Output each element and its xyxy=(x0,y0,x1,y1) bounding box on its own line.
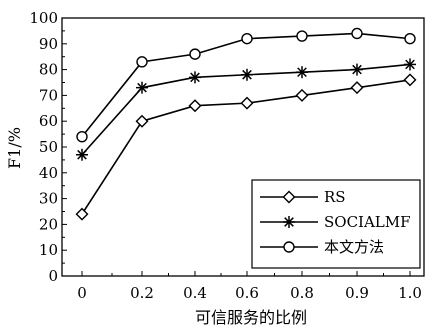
x-tick-label: 0.8 xyxy=(290,284,314,302)
proposed-method-point xyxy=(136,56,148,68)
socialmf-point xyxy=(296,66,308,79)
rs-point xyxy=(135,114,149,128)
socialmf-point xyxy=(189,71,201,84)
socialmf-point xyxy=(241,68,253,81)
legend: RS SOCIALMF 本文方法 xyxy=(251,179,421,269)
legend-entry-rs: RS xyxy=(260,188,346,206)
legend-label: 本文方法 xyxy=(324,238,384,256)
plot-area: 0 10 20 30 40 50 60 70 80 90 100 0 0.2 0.4 0.6 0.8 0.9 1.… xyxy=(29,9,425,302)
rs-point xyxy=(282,190,296,204)
proposed-method-point xyxy=(241,32,253,45)
x-tick-label: 0.6 xyxy=(235,284,259,302)
rs-point xyxy=(240,96,254,110)
asterisk-stroke xyxy=(137,82,147,93)
proposed-method-point xyxy=(189,48,201,60)
socialmf-point xyxy=(283,216,295,228)
legend-entry-proposed-method: 本文方法 xyxy=(260,238,384,256)
y-tick-label: 30 xyxy=(39,190,58,208)
socialmf-point xyxy=(404,58,416,71)
proposed-method-point xyxy=(283,241,295,253)
asterisk-stroke xyxy=(352,64,362,75)
y-axis-title: F1/% xyxy=(5,127,24,169)
legend-box xyxy=(251,179,421,269)
y-tick-label: 0 xyxy=(48,267,58,285)
y-tick-label: 50 xyxy=(39,138,58,156)
x-tick-label: 1.0 xyxy=(398,284,422,302)
x-tick-label: 0 xyxy=(77,284,87,302)
y-tick-label: 80 xyxy=(39,61,58,79)
x-tick-label: 0.9 xyxy=(345,284,369,302)
socialmf-point xyxy=(351,63,363,76)
rs-point xyxy=(350,81,364,95)
proposed-method-point xyxy=(351,27,363,40)
rs-point xyxy=(188,99,202,113)
asterisk-stroke xyxy=(297,67,307,78)
proposed-method-point xyxy=(76,130,88,143)
y-tick-label: 100 xyxy=(29,9,58,27)
y-tick-label: 10 xyxy=(39,241,58,259)
legend-label: SOCIALMF xyxy=(324,213,411,231)
socialmf-series-line xyxy=(81,63,411,156)
asterisk-stroke xyxy=(405,59,415,70)
asterisk-stroke xyxy=(284,217,294,227)
x-tick-label: 0.4 xyxy=(183,284,207,302)
x-axis-title: 可信服务的比例 xyxy=(195,308,307,327)
x-tick-label: 0.2 xyxy=(130,284,154,302)
proposed-method-point xyxy=(404,32,416,45)
rs-point xyxy=(75,207,89,221)
legend-entry-socialmf: SOCIALMF xyxy=(260,213,411,231)
y-tick-label: 90 xyxy=(39,35,58,53)
rs-point xyxy=(403,73,417,87)
legend-label: RS xyxy=(324,188,346,206)
asterisk-stroke xyxy=(242,69,252,80)
y-tick-label: 70 xyxy=(39,86,58,104)
y-tick-label: 60 xyxy=(39,112,58,130)
asterisk-stroke xyxy=(77,149,87,160)
asterisk-stroke xyxy=(190,72,200,83)
socialmf-point xyxy=(136,81,148,94)
y-tick-label: 20 xyxy=(39,215,58,233)
rs-point xyxy=(295,88,309,102)
proposed-method-point xyxy=(296,30,308,42)
socialmf-point xyxy=(76,148,88,161)
y-tick-label: 40 xyxy=(39,164,58,182)
